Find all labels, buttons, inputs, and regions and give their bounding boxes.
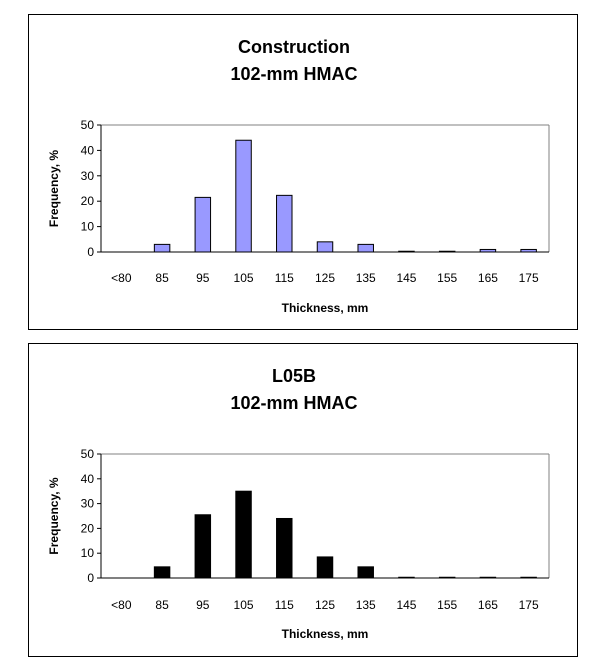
bar (520, 248, 537, 253)
x-tick-label: <80 (111, 598, 132, 612)
bar (479, 248, 497, 253)
bar (276, 517, 293, 579)
x-tick-label: 115 (275, 271, 294, 285)
x-tick-label: 95 (196, 598, 210, 612)
bar (194, 514, 212, 579)
x-tick-label: 125 (315, 271, 335, 285)
chart-title-line-1: L05B (272, 366, 316, 386)
chart-construction: Construction 102-mm HMAC Frequency, % Th… (47, 37, 550, 315)
bar (235, 139, 252, 253)
chart-title-line-2: 102-mm HMAC (230, 64, 357, 84)
x-tick-label: 135 (356, 598, 376, 612)
x-tick-label: 165 (478, 598, 498, 612)
bar (398, 576, 415, 579)
x-tick-label: 155 (437, 271, 457, 285)
bar (438, 576, 456, 579)
x-tick-label: 145 (396, 271, 416, 285)
x-tick-label: 175 (519, 598, 539, 612)
chart-title-line-1: Construction (238, 37, 350, 57)
y-tick-label: 30 (81, 497, 95, 511)
x-tick-label: 175 (519, 271, 539, 285)
x-axis-label: Thickness, mm (282, 301, 369, 315)
y-tick-label: 10 (81, 220, 95, 234)
bar (479, 576, 497, 579)
x-tick-label: 155 (437, 598, 457, 612)
x-axis-label: Thickness, mm (282, 627, 369, 641)
y-axis-label: Frequency, % (47, 477, 61, 554)
x-tick-label: 125 (315, 598, 335, 612)
bar (398, 250, 415, 253)
x-tick-label: 145 (396, 598, 416, 612)
x-tick-label: 85 (155, 598, 169, 612)
bar (316, 241, 334, 253)
y-axis-label: Frequency, % (47, 150, 61, 227)
bar (357, 566, 374, 579)
bar (153, 566, 171, 579)
chart-title-line-2: 102-mm HMAC (230, 393, 357, 413)
x-tick-label: 95 (196, 271, 210, 285)
y-tick-label: 20 (81, 521, 95, 535)
y-tick-label: 0 (87, 571, 94, 585)
bar (357, 243, 374, 253)
y-tick-label: 20 (81, 194, 95, 208)
x-tick-label: 115 (275, 598, 294, 612)
y-tick-label: 30 (81, 169, 95, 183)
bar (235, 490, 252, 579)
bar (153, 243, 171, 253)
x-tick-label: 105 (234, 598, 254, 612)
x-tick-label: 135 (356, 271, 376, 285)
y-tick-label: 10 (81, 546, 95, 560)
chart-panel-l05b: L05B 102-mm HMAC Frequency, % Thickness,… (28, 343, 578, 657)
chart-panel-construction: Construction 102-mm HMAC Frequency, % Th… (28, 14, 578, 330)
y-tick-label: 50 (81, 447, 95, 461)
bar (194, 196, 212, 253)
y-tick-label: 40 (81, 143, 95, 157)
bar (316, 556, 334, 579)
x-tick-label: 105 (234, 271, 254, 285)
y-tick-label: 0 (87, 245, 94, 259)
chart-l05b: L05B 102-mm HMAC Frequency, % Thickness,… (47, 366, 550, 641)
bar (438, 250, 456, 253)
x-tick-label: 85 (155, 271, 169, 285)
bar (520, 576, 537, 579)
y-tick-label: 50 (81, 118, 95, 132)
bar (276, 194, 293, 253)
x-tick-label: <80 (111, 271, 132, 285)
y-tick-label: 40 (81, 472, 95, 486)
x-tick-label: 165 (478, 271, 498, 285)
